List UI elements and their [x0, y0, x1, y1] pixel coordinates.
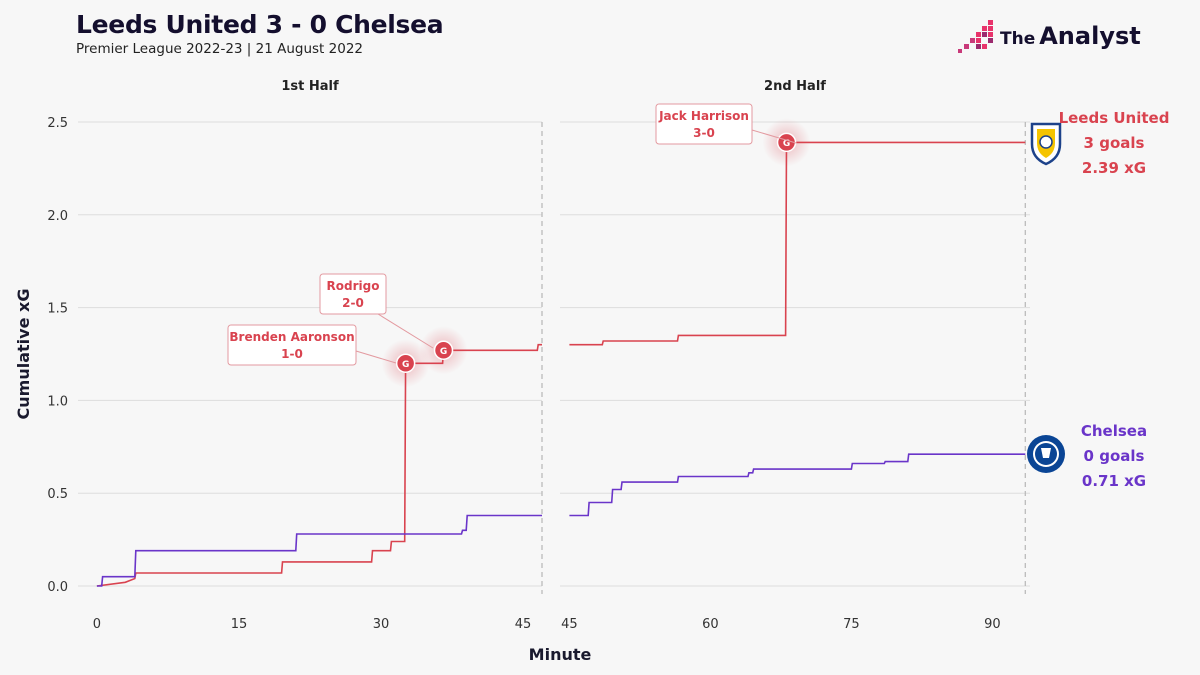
- chart-subtitle: Premier League 2022-23 | 21 August 2022: [76, 41, 363, 57]
- crest-lion: [1041, 448, 1051, 458]
- annotation-box: [319, 273, 387, 315]
- x-tick-label: 15: [231, 617, 248, 632]
- annotation-leader-line: [355, 350, 397, 364]
- y-tick-label: 0.0: [47, 580, 68, 595]
- y-tick-label: 2.0: [47, 209, 68, 224]
- team-summary-goals: 0 goals: [1084, 447, 1145, 465]
- annotation-box: [227, 324, 357, 366]
- goal-marker-label: G: [440, 347, 447, 357]
- brand-large-text: Analyst: [1039, 22, 1141, 50]
- team-summary-name: Leeds United: [1059, 109, 1170, 127]
- annotation-score: 3-0: [693, 126, 715, 140]
- x-tick-label: 75: [843, 617, 860, 632]
- annotation-score: 2-0: [342, 296, 364, 310]
- annotation-scorer: Brenden Aaronson: [229, 330, 354, 344]
- panel-title: 2nd Half: [764, 79, 826, 94]
- chelsea-crest-icon: [1027, 435, 1065, 473]
- y-tick-label: 1.5: [47, 302, 68, 317]
- team-summary-name: Chelsea: [1081, 422, 1147, 440]
- series-line-chelsea: [96, 514, 542, 587]
- goal-marker-label: G: [783, 139, 790, 149]
- y-tick-label: 2.5: [47, 116, 68, 131]
- goal-marker: [433, 340, 454, 361]
- annotation-leader-line: [751, 129, 797, 144]
- team-summary-goals: 3 goals: [1084, 134, 1145, 152]
- x-tick-label: 45: [561, 617, 578, 632]
- annotation-scorer: Rodrigo: [327, 279, 380, 293]
- x-tick-label: 30: [373, 617, 390, 632]
- y-tick-label: 0.5: [47, 487, 68, 502]
- annotation-box: [655, 103, 753, 145]
- team-summary-xg: 0.71 xG: [1082, 472, 1146, 490]
- panel-title: 1st Half: [281, 79, 339, 94]
- annotation-score: 1-0: [281, 347, 303, 361]
- goal-marker-label: G: [402, 360, 409, 370]
- series-line-leeds-united: [96, 343, 542, 587]
- goal-marker: [395, 353, 416, 374]
- x-tick-label: 45: [515, 617, 532, 632]
- leeds-crest-icon: [1030, 122, 1062, 166]
- x-tick-label: 60: [702, 617, 719, 632]
- y-tick-label: 1.0: [47, 394, 68, 409]
- annotation-leader-line: [377, 313, 434, 349]
- x-axis-label: Minute: [529, 645, 592, 664]
- brand-small-text: The: [1000, 29, 1036, 49]
- team-summary-xg: 2.39 xG: [1082, 159, 1146, 177]
- crest-rose: [1039, 135, 1053, 149]
- annotation-scorer: Jack Harrison: [658, 109, 749, 123]
- series-line-leeds-united: [569, 141, 1026, 346]
- y-axis-label: Cumulative xG: [14, 289, 33, 420]
- chart-title: Leeds United 3 - 0 Chelsea: [76, 10, 444, 39]
- x-tick-label: 0: [93, 617, 101, 632]
- series-line-chelsea: [569, 453, 1026, 517]
- x-tick-label: 90: [984, 617, 1001, 632]
- analyst-logo-icon: [958, 20, 993, 53]
